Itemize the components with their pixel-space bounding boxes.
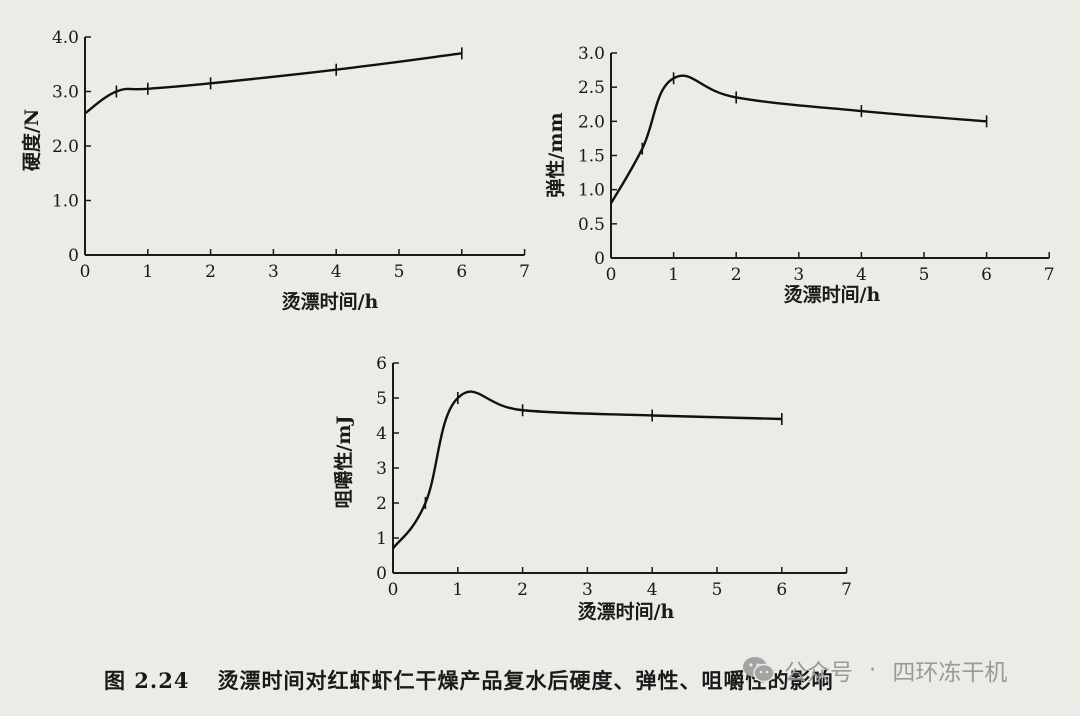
- caption-number: 图 2.24: [104, 668, 190, 693]
- x-axis-title: 烫漂时间/h: [784, 284, 881, 306]
- y-tick-label: 5: [376, 389, 387, 409]
- x-tick-label: 5: [712, 580, 723, 600]
- chart-1: 0 1 2 3 4 5 6 7 0 1.0 2.0 3.0 4.0 烫漂时间/h 硬度/N: [20, 28, 530, 313]
- wechat-icon: [743, 657, 775, 683]
- series-line: [392, 390, 782, 550]
- x-tick-label: 7: [1044, 265, 1055, 285]
- x-tick-label: 6: [456, 262, 467, 282]
- y-tick-label: 2.0: [52, 137, 79, 157]
- x-tick-label: 2: [205, 262, 216, 282]
- y-tick-label: 1.0: [52, 192, 79, 212]
- x-axis-title: 烫漂时间/h: [578, 601, 675, 623]
- y-tick-label: 3: [376, 459, 387, 479]
- series-line: [609, 74, 987, 204]
- x-tick-label: 0: [606, 265, 617, 285]
- x-tick-label: 3: [793, 265, 804, 285]
- y-tick-label: 6: [376, 354, 387, 374]
- y-tick-label: 4.0: [52, 28, 79, 48]
- y-tick-label: 0: [594, 249, 605, 269]
- x-tick-label: 6: [776, 580, 787, 600]
- y-axis-title: 硬度/N: [20, 109, 43, 171]
- y-tick-label: 2: [376, 494, 387, 514]
- y-axis-title: 弹性/mm: [544, 112, 567, 197]
- y-tick-label: 0: [68, 246, 79, 266]
- x-tick-label: 2: [517, 580, 528, 600]
- y-tick-label: 0.5: [578, 215, 605, 235]
- y-tick-label: 2.0: [578, 112, 605, 132]
- x-tick-label: 0: [80, 262, 91, 282]
- x-tick-label: 7: [841, 580, 852, 600]
- x-tick-label: 3: [582, 580, 593, 600]
- watermark: 公众号 · 四环冻干机: [742, 650, 1007, 690]
- series-line: [84, 52, 462, 115]
- chart-3: 0 1 2 3 4 5 6 7 0 1 2 3 4 5 6 烫漂时间/h 咀嚼性/mJ: [332, 354, 852, 623]
- x-tick-label: 0: [388, 580, 399, 600]
- x-tick-label: 2: [731, 265, 742, 285]
- x-tick-label: 6: [981, 265, 992, 285]
- x-tick-label: 4: [856, 265, 867, 285]
- x-tick-label: 4: [331, 262, 342, 282]
- caption-text: 烫漂时间对红虾虾仁干燥产品复水后硬度、弹性、咀嚼性的影响: [217, 668, 834, 693]
- x-tick-label: 4: [647, 580, 658, 600]
- y-tick-label: 1: [376, 529, 387, 549]
- x-tick-label: 1: [452, 580, 463, 600]
- watermark-label: 公众号: [784, 660, 853, 686]
- watermark-name: 四环冻干机: [892, 660, 1008, 686]
- y-tick-label: 2.5: [578, 78, 605, 98]
- x-axis-title: 烫漂时间/h: [282, 291, 379, 313]
- x-tick-label: 7: [519, 262, 530, 282]
- watermark-separator: ·: [869, 657, 877, 683]
- y-tick-label: 1.0: [578, 181, 605, 201]
- x-tick-label: 5: [394, 262, 405, 282]
- y-tick-label: 3.0: [52, 83, 79, 103]
- x-tick-label: 1: [142, 262, 153, 282]
- y-tick-label: 3.0: [578, 44, 605, 64]
- y-tick-label: 4: [376, 424, 387, 444]
- y-axis-title: 咀嚼性/mJ: [332, 415, 355, 508]
- x-tick-label: 3: [268, 262, 279, 282]
- y-tick-label: 1.5: [578, 147, 605, 167]
- x-tick-label: 5: [919, 265, 930, 285]
- y-tick-label: 0: [376, 564, 387, 584]
- figure-caption: 图 2.24 烫漂时间对红虾虾仁干燥产品复水后硬度、弹性、咀嚼性的影响: [104, 665, 833, 695]
- chart-2: 0 1 2 3 4 5 6 7 0 0.5 1.0 1.5 2.0 2.5 3.0 烫漂时间/h 弹性/mm: [544, 44, 1055, 306]
- x-tick-label: 1: [668, 265, 679, 285]
